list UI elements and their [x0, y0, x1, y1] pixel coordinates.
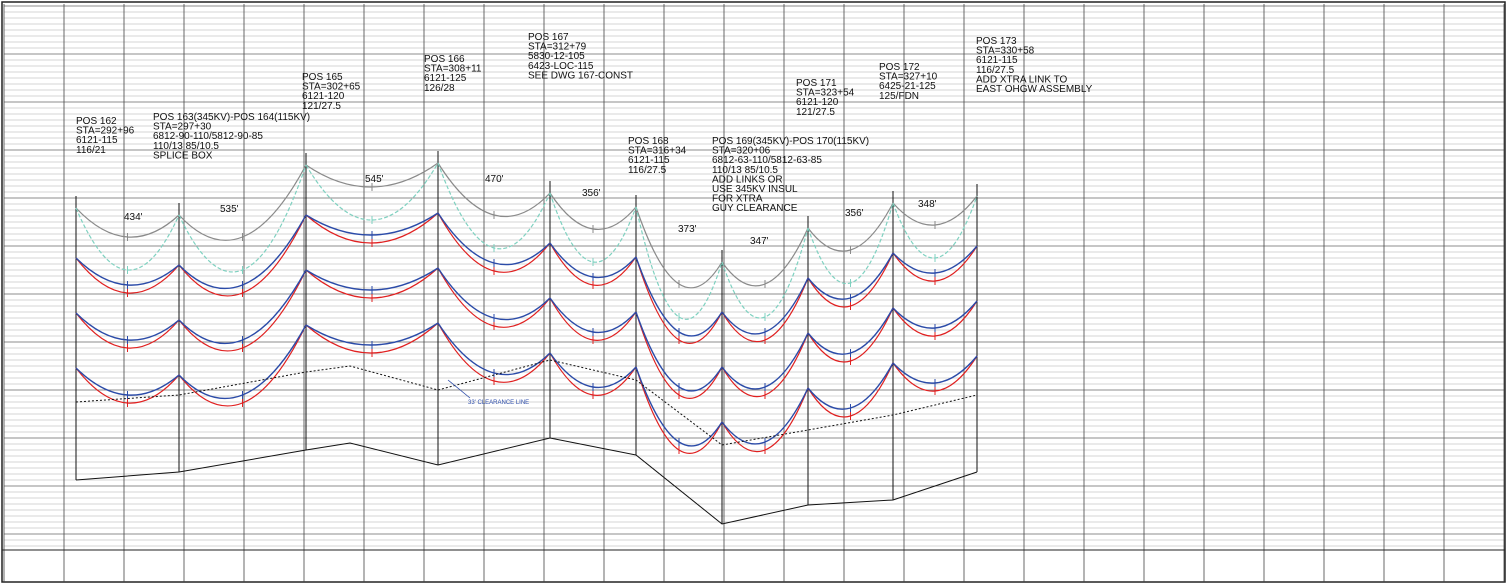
- annotation-line: 125/FDN: [879, 91, 919, 102]
- profile-drawing: 33' CLEARANCE LINEPOS 162STA=292+966121-…: [0, 0, 1507, 586]
- span-length: 470': [485, 174, 504, 185]
- annotation-line: EAST OHGW ASSEMBLY: [976, 84, 1093, 95]
- annotation-line: 116/21: [76, 145, 106, 156]
- span-length: 535': [220, 204, 239, 215]
- annotation-line: 121/27.5: [302, 101, 341, 112]
- span-length: 434': [124, 212, 143, 223]
- span-length: 373': [678, 224, 697, 235]
- annotation-line: 116/27.5: [628, 165, 667, 176]
- annotation-line: GUY CLEARANCE: [712, 203, 798, 214]
- annotation-line: SEE DWG 167-CONST: [528, 70, 633, 81]
- span-length: 356': [582, 188, 601, 199]
- span-length: 347': [750, 236, 769, 247]
- span-length: 348': [918, 199, 937, 210]
- annotation-line: 126/28: [424, 83, 455, 94]
- span-length: 356': [845, 208, 864, 219]
- span-length: 545': [365, 174, 384, 185]
- annotation-line: 121/27.5: [796, 107, 835, 118]
- annotation-line: SPLICE BOX: [153, 150, 213, 161]
- frame: [2, 2, 1505, 582]
- clearance-label: 33' CLEARANCE LINE: [468, 400, 529, 406]
